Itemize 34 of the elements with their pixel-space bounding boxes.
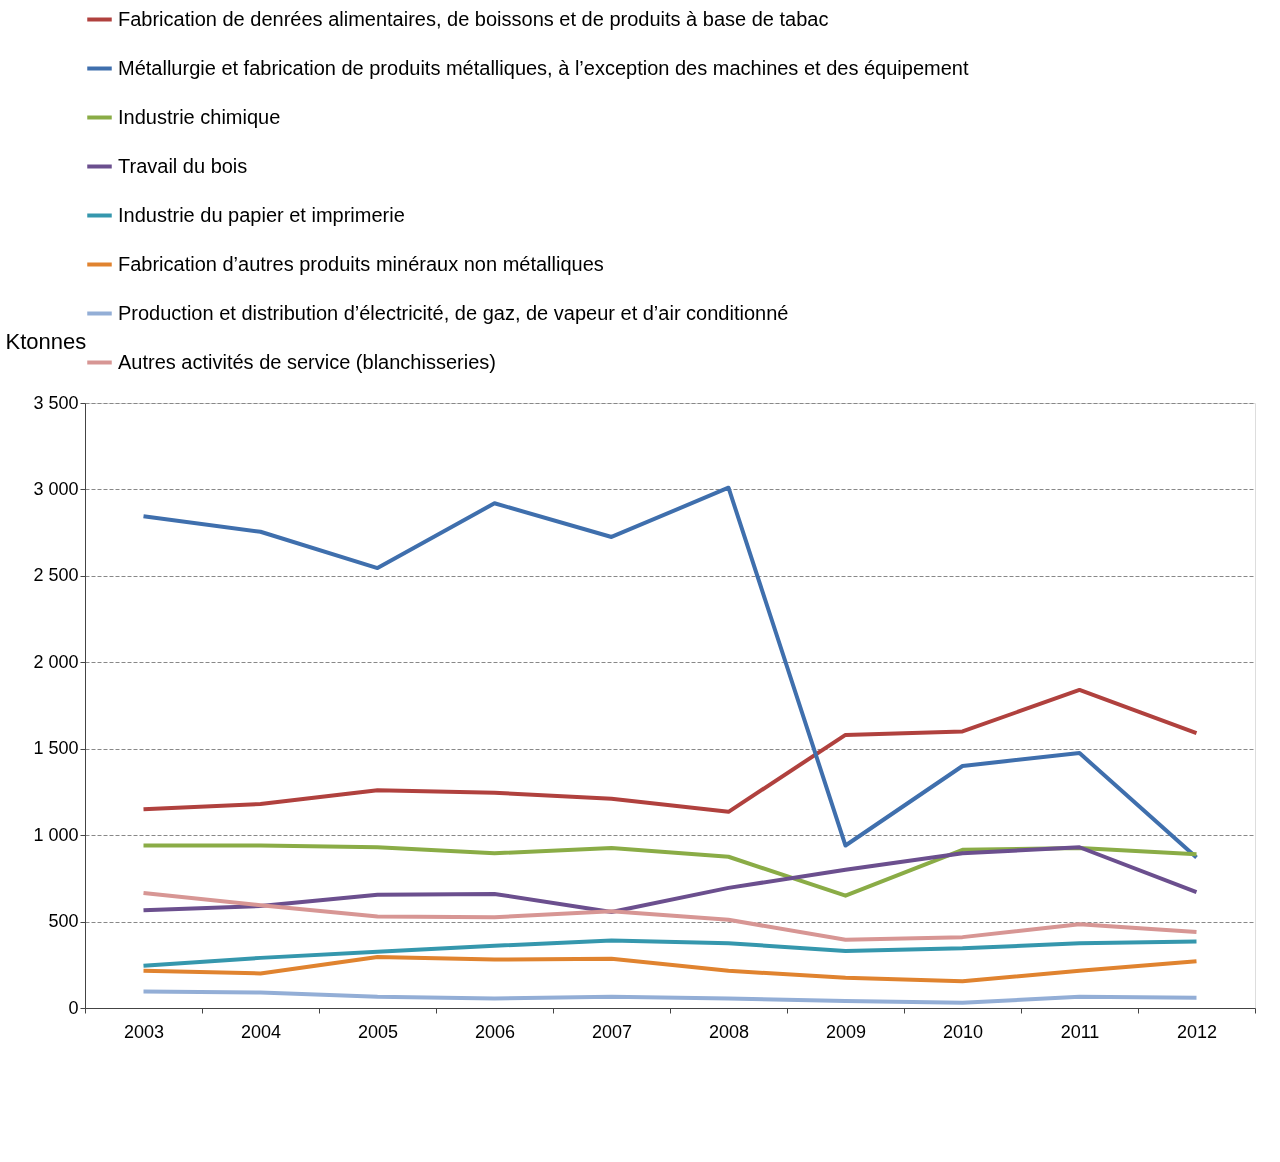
legend-label: Fabrication d’autres produits minéraux non métalliques: [118, 252, 604, 275]
legend-label: Autres activités de service (blanchisseries): [118, 350, 496, 373]
y-tick-label: 3 500: [33, 392, 79, 413]
x-tick-label: 2006: [474, 1021, 516, 1042]
line-series: [141, 989, 1199, 1005]
y-tick-label: 3 000: [33, 478, 79, 499]
legend-label: Fabrication de denrées alimentaires, de boissons et de produits à base de tabac: [118, 7, 829, 30]
line-series: [141, 955, 1199, 984]
y-tick-label: 1 000: [33, 824, 79, 845]
legend-label: Industrie chimique: [118, 105, 281, 128]
x-tick-label: 2004: [240, 1021, 282, 1042]
y-tick-label: 500: [48, 911, 79, 932]
x-tick-label: 2009: [825, 1021, 867, 1042]
x-tick-label: 2010: [942, 1021, 984, 1042]
legend-label: Industrie du papier et imprimerie: [118, 203, 405, 226]
line-series: [141, 485, 1199, 860]
x-tick-label: 2008: [708, 1021, 750, 1042]
x-tick-label: 2003: [123, 1021, 165, 1042]
y-tick-label: 1 500: [33, 738, 79, 759]
legend-label: Métallurgie et fabrication de produits métalliques, à l’exception des machines et des équipement: [118, 56, 969, 79]
x-tick-label: 2011: [1060, 1021, 1100, 1042]
y-axis-title: Ktonnes: [5, 328, 87, 354]
legend-label: Production et distribution d’électricité, de gaz, de vapeur et d’air conditionné: [118, 301, 789, 324]
y-tick-label: 2 500: [33, 565, 79, 586]
line-series: [141, 845, 1199, 915]
line-series: [141, 687, 1199, 814]
y-tick-label: 2 000: [33, 651, 79, 672]
x-tick-label: 2005: [357, 1021, 399, 1042]
line-series: [141, 891, 1199, 942]
legend-label: Travail du bois: [118, 154, 248, 177]
y-tick-label: 0: [68, 997, 79, 1018]
line-series: [141, 938, 1199, 968]
x-tick-label: 2012: [1176, 1021, 1218, 1042]
x-tick-label: 2007: [591, 1021, 633, 1042]
